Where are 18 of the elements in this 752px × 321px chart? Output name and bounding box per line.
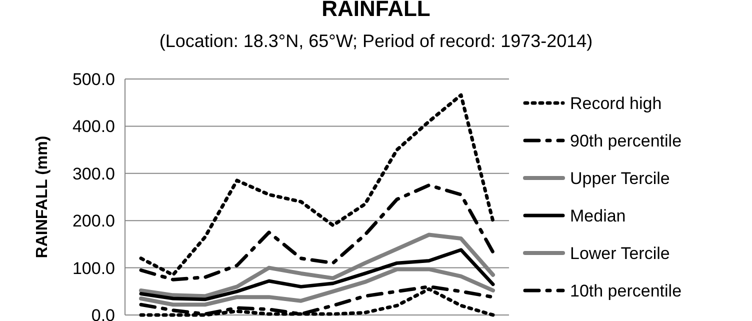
- line-series: [139, 93, 495, 277]
- line-series: [139, 248, 495, 302]
- legend-label: Median: [570, 206, 626, 226]
- legend-label: 10th percentile: [570, 281, 682, 300]
- y-axis-title: RAINFALL (mm): [34, 136, 51, 258]
- y-tick-label: 200.0: [72, 212, 115, 231]
- y-tick-label: 300.0: [72, 164, 115, 184]
- legend-label: Record high: [570, 94, 662, 113]
- y-tick-label: 500.0: [72, 70, 115, 89]
- legend-label: Upper Tercile: [570, 168, 670, 188]
- chart-title: RAINFALL: [322, 0, 430, 21]
- legend-label: Lower Tercile: [570, 244, 670, 263]
- y-tick-label: 0.0: [91, 306, 115, 321]
- y-tick-label: 100.0: [72, 258, 115, 278]
- legend-label: 90th percentile: [570, 131, 682, 150]
- y-tick-label: 400.0: [72, 117, 115, 136]
- chart-subtitle: (Location: 18.3°N, 65°W; Period of record: 1973-2014): [159, 31, 593, 51]
- line-series: [139, 183, 495, 282]
